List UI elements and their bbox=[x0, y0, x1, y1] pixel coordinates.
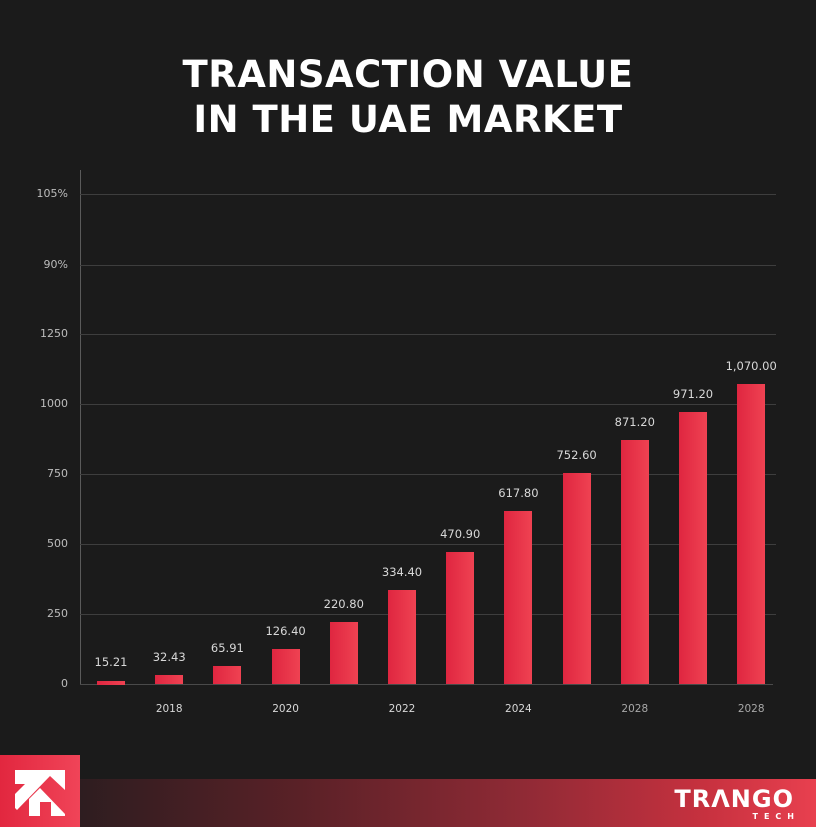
bar bbox=[388, 590, 416, 684]
bar-value-label: 617.80 bbox=[498, 486, 539, 501]
bar bbox=[97, 680, 125, 685]
bar-value-label: 334.40 bbox=[381, 565, 423, 580]
gridline bbox=[80, 684, 773, 685]
bar-value-label: 871.20 bbox=[614, 415, 655, 430]
bar bbox=[213, 665, 242, 684]
gridline bbox=[80, 614, 776, 615]
gridline bbox=[80, 474, 776, 475]
gridline bbox=[80, 194, 776, 195]
brand-logo-mark bbox=[0, 755, 80, 827]
bar-value-label: 971.20 bbox=[672, 387, 714, 402]
bar-chart-plot-area: 105% 90% 1250 1000 750 500 250 0 15.21 32.43 65.91… bbox=[36, 170, 777, 715]
brand-subtitle: TECH bbox=[752, 812, 800, 821]
gridline bbox=[80, 544, 776, 545]
footer-gradient-band bbox=[80, 779, 816, 827]
bar bbox=[271, 648, 300, 684]
bar bbox=[504, 511, 533, 684]
y-tick-label: 0 bbox=[61, 677, 68, 690]
bar bbox=[562, 473, 591, 684]
bar-value-label: 126.40 bbox=[265, 623, 306, 638]
bar-value-label: 65.91 bbox=[210, 640, 244, 655]
gridline bbox=[80, 265, 776, 266]
bar bbox=[155, 674, 184, 684]
bar-value-label: 32.43 bbox=[152, 649, 186, 664]
chart-title-line-1: TRANSACTION VALUE bbox=[182, 53, 634, 96]
bar-value-label: 470.90 bbox=[440, 527, 481, 542]
y-tick-label: 1000 bbox=[40, 397, 68, 410]
y-tick-label: 90% bbox=[43, 258, 68, 271]
bar-value-label: 15.21 bbox=[94, 654, 128, 669]
bar bbox=[679, 412, 707, 684]
x-tick-label: 2018 bbox=[155, 703, 183, 715]
brand-wordmark: TRΛNGO TECH bbox=[674, 786, 794, 822]
gridline bbox=[80, 334, 776, 335]
x-tick-label: 2024 bbox=[505, 703, 532, 715]
bar bbox=[620, 440, 649, 684]
bar-value-label: 752.60 bbox=[556, 448, 597, 463]
bar bbox=[329, 622, 358, 684]
y-tick-label: 105% bbox=[36, 187, 68, 200]
x-tick-label: 2022 bbox=[388, 703, 416, 715]
chart-title: TRANSACTION VALUE IN THE UAE MARKET bbox=[0, 52, 816, 142]
x-tick-label: 2028 bbox=[737, 703, 765, 715]
arrow-up-left-icon bbox=[15, 770, 65, 816]
chart-title-line-2: IN THE UAE MARKET bbox=[193, 98, 623, 141]
y-axis-line bbox=[80, 170, 81, 685]
y-tick-label: 500 bbox=[47, 537, 68, 550]
x-tick-label: 2020 bbox=[272, 703, 299, 715]
y-tick-label: 750 bbox=[47, 467, 68, 480]
bar-value-label: 220.80 bbox=[323, 597, 364, 612]
x-tick-label: 2028 bbox=[621, 703, 649, 715]
gridline bbox=[80, 404, 776, 405]
y-tick-label: 1250 bbox=[40, 327, 68, 340]
bar bbox=[446, 552, 475, 684]
bar bbox=[737, 384, 766, 684]
y-tick-label: 250 bbox=[47, 607, 68, 620]
brand-name: TRΛNGO bbox=[674, 785, 794, 813]
bar-value-label: 1,070.00 bbox=[725, 359, 777, 374]
